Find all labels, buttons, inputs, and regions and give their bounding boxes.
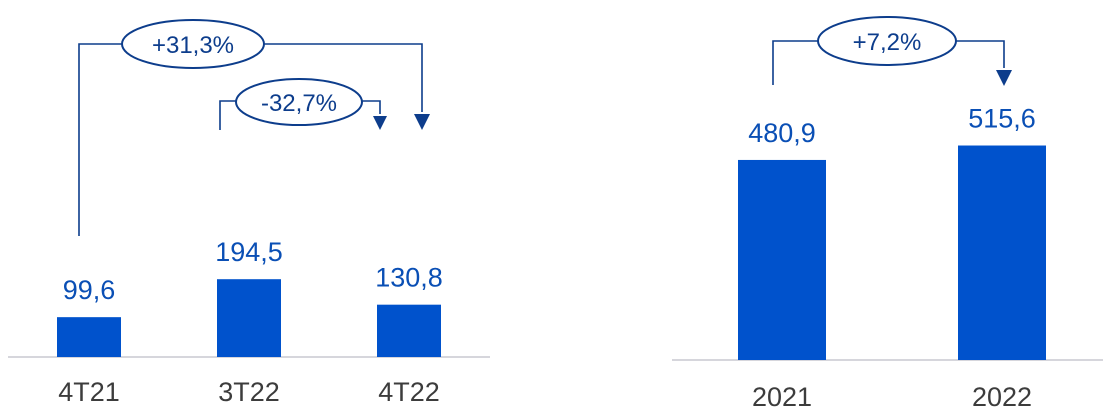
growth-label-3t22-4t22: -32,7%	[261, 90, 337, 117]
bar-2022	[958, 145, 1046, 360]
value-label-4t22: 130,8	[375, 263, 443, 293]
growth-badge-2021-2022	[817, 16, 957, 66]
growth-connector-4t21-4t22	[78, 43, 423, 236]
growth-arrow-2022	[996, 70, 1012, 86]
growth-label-2021-2022: +7,2%	[853, 29, 922, 56]
growth-arrow-3t22-4t22	[373, 116, 387, 130]
category-label-2021: 2021	[752, 382, 812, 411]
growth-label-4t21-4t22: +31,3%	[152, 32, 234, 59]
category-label-2022: 2022	[972, 382, 1032, 411]
category-label-4t22: 4T22	[378, 377, 440, 407]
value-label-4t21: 99,6	[63, 275, 116, 305]
bar-4t21	[57, 317, 121, 357]
value-label-2022: 515,6	[968, 104, 1036, 134]
growth-arrow-4t22	[414, 114, 430, 130]
value-label-3t22: 194,5	[215, 237, 283, 267]
bar-3t22	[217, 279, 281, 357]
category-label-3t22: 3T22	[218, 377, 280, 407]
chart-right: 480,9 515,6 2021 2022 +7,2%	[672, 16, 1103, 411]
bar-4t22-left	[377, 304, 441, 357]
value-label-2021: 480,9	[748, 118, 816, 148]
growth-badge-4t21-4t22	[121, 19, 265, 69]
chart-left: 99,6 194,5 130,8 4T21 3T22 4T22 +31,3% -…	[8, 19, 490, 407]
category-label-4t21: 4T21	[58, 377, 120, 407]
bar-2021	[738, 159, 826, 360]
growth-badge-3t22-4t22	[235, 78, 363, 126]
